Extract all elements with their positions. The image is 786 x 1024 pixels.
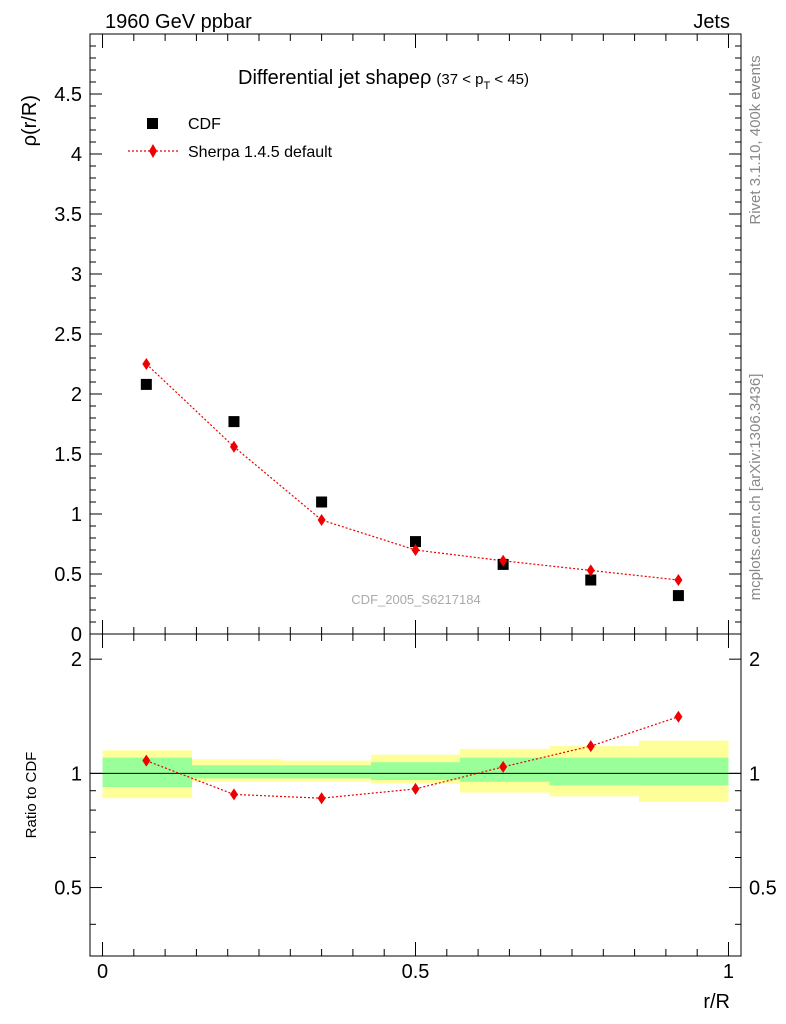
y-tick-label: 3 — [71, 264, 82, 286]
ratio-tick-label: 0.5 — [749, 878, 777, 900]
legend-cdf-label: CDF — [188, 116, 221, 133]
chart-title-symbol: ρ — [420, 67, 431, 89]
ratio-sherpa-point — [586, 740, 595, 753]
y-tick-label: 2.5 — [54, 324, 82, 346]
header-energy-label: 1960 GeV ppbar — [105, 11, 252, 33]
chart-title-subscript: T — [483, 80, 490, 92]
axis-tick-labels: 0 0.5 1 1.5 2 2.5 3 3.5 4 4.5 0 0.5 1 0.5 0.5 1 1 2 2 — [54, 84, 777, 983]
mcplots-label: mcplots.cern.ch [arXiv:1306.3436] — [747, 374, 764, 601]
sherpa-point — [586, 564, 595, 577]
x-tick-label: 1 — [723, 961, 734, 983]
axis-ticks — [90, 34, 741, 956]
y-tick-label: 4.5 — [54, 84, 82, 106]
sherpa-point — [499, 554, 508, 567]
chart-title-range-end: < 45) — [490, 71, 529, 88]
ratio-tick-label: 1 — [71, 763, 82, 785]
rivet-label: Rivet 3.1.10, 400k events — [747, 55, 764, 224]
sherpa-point — [317, 514, 326, 526]
ratio-band-inner — [371, 762, 460, 781]
cdf-point — [585, 574, 597, 586]
ratio-sherpa-point — [499, 760, 508, 773]
ratio-tick-label: 1 — [749, 763, 760, 785]
y-axis-label: ρ(r/R) — [19, 95, 41, 146]
cdf-point — [672, 590, 684, 602]
ratio-tick-label: 2 — [71, 649, 82, 671]
header-process-label: Jets — [693, 11, 730, 33]
chart-title-range: (37 < p — [436, 71, 483, 88]
ratio-band-inner — [281, 765, 372, 779]
ratio-band-inner — [192, 765, 282, 779]
y-tick-label: 0 — [71, 624, 82, 646]
chart-title: Differential jet shapeρ (37 < pT < 45) — [238, 67, 529, 92]
y-tick-label: 1.5 — [54, 444, 82, 466]
cdf-point — [228, 416, 240, 428]
y-tick-label: 3.5 — [54, 204, 82, 226]
y-tick-label: 4 — [71, 144, 82, 166]
ratio-band-inner — [549, 757, 639, 786]
x-tick-label: 0.5 — [402, 961, 430, 983]
ratio-sherpa-point — [229, 788, 238, 801]
legend-sherpa-marker — [149, 144, 157, 158]
sherpa-line — [145, 363, 679, 581]
ratio-tick-label: 0.5 — [54, 878, 82, 900]
ratio-sherpa-point — [674, 710, 683, 723]
ratio-sherpa-point — [142, 754, 151, 767]
cdf-point — [140, 378, 152, 390]
main-data-layer — [140, 358, 684, 602]
analysis-watermark: CDF_2005_S6217184 — [351, 592, 480, 607]
ratio-band-inner — [638, 757, 729, 786]
cdf-point — [316, 496, 328, 508]
sherpa-point — [674, 574, 683, 586]
sherpa-point — [229, 440, 238, 453]
ratio-uncertainty-bands — [102, 740, 729, 803]
y-tick-label: 1 — [71, 504, 82, 526]
sherpa-point — [411, 544, 420, 556]
sherpa-point — [142, 358, 151, 370]
ratio-axis-label: Ratio to CDF — [23, 752, 40, 839]
legend-sherpa-label: Sherpa 1.4.5 default — [188, 144, 333, 161]
ratio-sherpa-point — [411, 782, 420, 795]
y-tick-label: 2 — [71, 384, 82, 406]
ratio-sherpa-point — [317, 792, 326, 805]
x-tick-label: 0 — [97, 961, 108, 983]
ratio-tick-label: 2 — [749, 649, 760, 671]
legend-cdf-marker — [147, 118, 158, 129]
x-axis-label: r/R — [703, 991, 730, 1013]
y-tick-label: 0.5 — [54, 564, 82, 586]
chart-title-text: Differential jet shape — [238, 67, 420, 89]
cdf-point — [410, 536, 421, 548]
ratio-data-layer — [142, 710, 683, 805]
